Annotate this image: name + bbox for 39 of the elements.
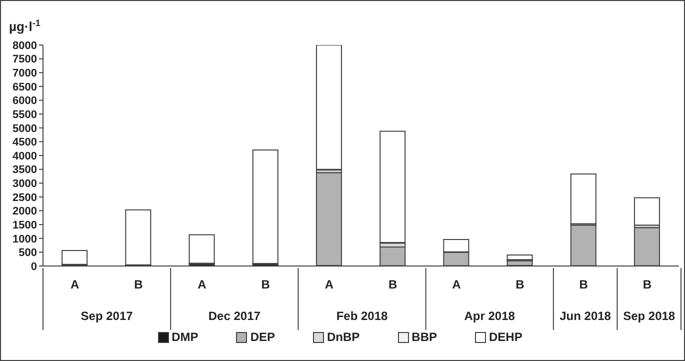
legend-label: DEHP [488,330,522,344]
text: Jun 2018 [560,309,612,323]
x-tick-label: A [324,278,334,292]
y-tick-label: 3500 [12,164,37,176]
y-tick-label: 7500 [12,54,37,66]
y-tick-label: 2000 [12,206,37,218]
y-tick-label: 8000 [12,40,37,52]
text: Dec 2017 [208,309,261,323]
x-tick-label: B [516,278,525,292]
y-tick-label: 1000 [12,233,37,246]
legend-label: DEP [249,330,275,344]
text: Sep 2018 [623,309,676,323]
x-tick-label: B [388,278,398,292]
y-tick-label: 1500 [12,219,37,232]
y-tick-label: 6000 [12,95,37,108]
y-tick-label: 2500 [12,192,37,204]
x-tick-label: B [579,278,588,292]
y-tick-label: 7000 [12,68,37,80]
y-tick-label: 4000 [12,150,37,162]
y-tick-label: 5500 [12,108,37,121]
y-tick-label: 6500 [12,81,37,94]
x-tick-label: A [70,278,80,292]
legend-label: DnBP [326,330,360,344]
y-tick-label: 5000 [12,122,37,135]
y-tick-label: 4500 [12,136,37,149]
legend-label: BBP [410,330,438,344]
legend-label: DMP [170,330,198,344]
x-tick-label: A [198,278,207,292]
x-tick-label: B [642,278,652,292]
text: Sep 2017 [80,309,134,323]
x-tick-label: A [452,278,462,292]
y-tick-label: 3000 [12,178,37,190]
y-tick-label: 0 [30,260,37,273]
x-tick-label: B [261,278,270,292]
y-tick-label: 500 [18,247,37,260]
x-tick-label: B [134,278,144,292]
text: Feb 2018 [336,309,388,323]
y-axis-title: µg·l$^{-1}$ [9,18,40,34]
text: Apr 2018 [464,309,516,323]
